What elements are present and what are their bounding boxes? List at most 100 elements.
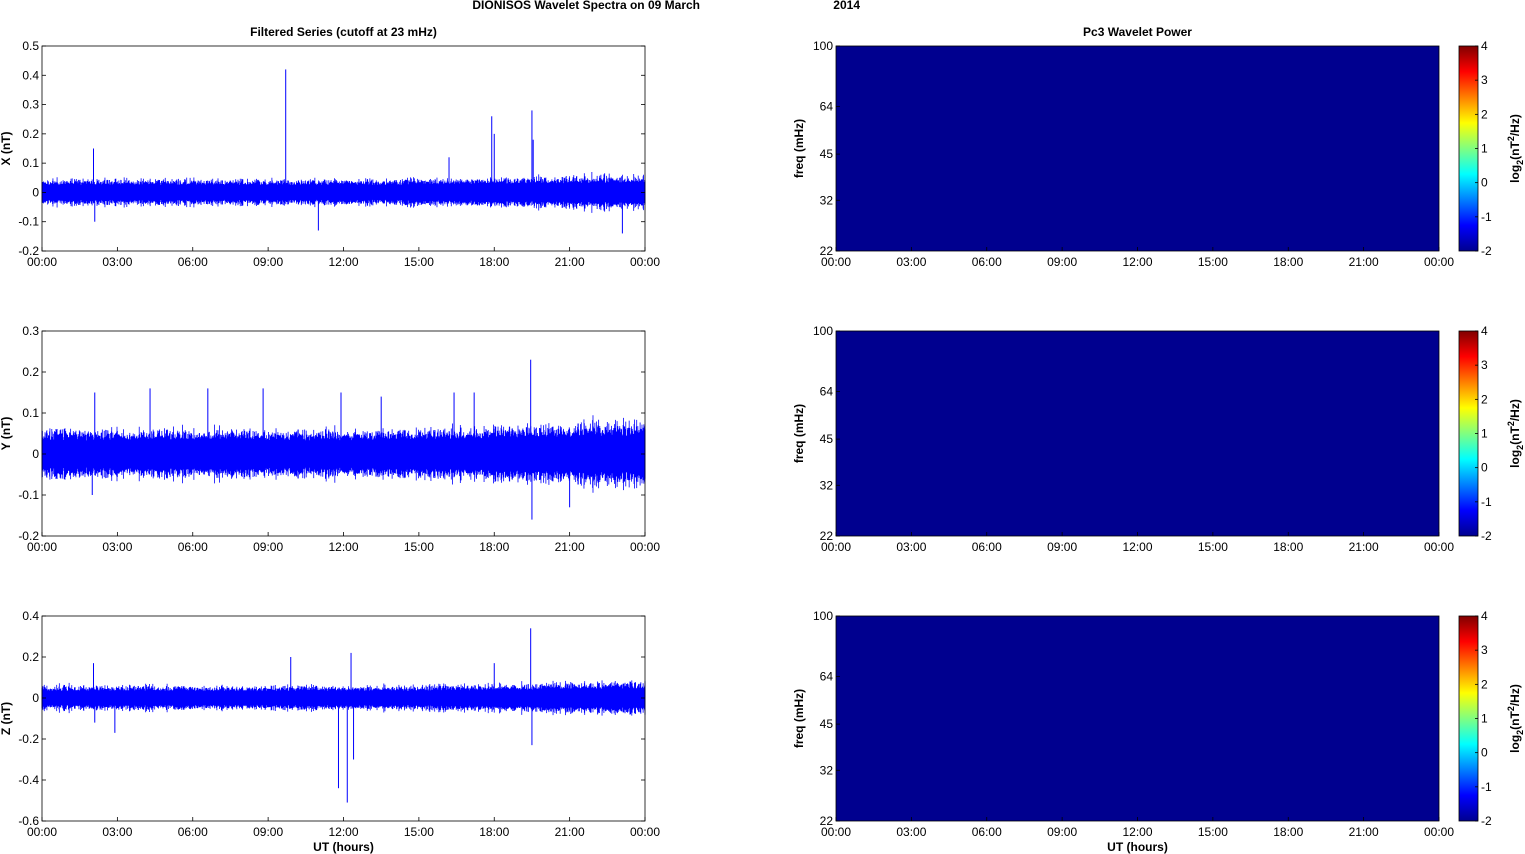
y-tick-label: 45 bbox=[820, 432, 834, 446]
y-tick-label: -0.2 bbox=[18, 244, 39, 258]
colorbar-tick-label: -2 bbox=[1481, 244, 1492, 258]
y-tick-label: 32 bbox=[820, 763, 834, 777]
x-tick-label: 00:00 bbox=[27, 255, 57, 269]
colorbar-tick-label: 4 bbox=[1481, 39, 1488, 53]
x-tick-label: 06:00 bbox=[972, 825, 1002, 839]
x-tick-label: 21:00 bbox=[1349, 255, 1379, 269]
colorbar-tick-label: 0 bbox=[1481, 176, 1488, 190]
y-tick-label: 45 bbox=[820, 147, 834, 161]
colorbar-label: log2(nT2/Hz) bbox=[1506, 114, 1525, 183]
x-tick-label: 18:00 bbox=[479, 255, 509, 269]
series-trace bbox=[41, 172, 646, 213]
y-axis-label: Z (nT) bbox=[0, 702, 13, 735]
x-tick-label: 15:00 bbox=[404, 255, 434, 269]
colorbar-tick-label: 4 bbox=[1481, 609, 1488, 623]
y-tick-label: 0.4 bbox=[22, 68, 39, 82]
colorbar-tick-label: 4 bbox=[1481, 324, 1488, 338]
figure-title: DIONISOS Wavelet Spectra on 09 March bbox=[472, 0, 700, 12]
x-tick-label: 00:00 bbox=[1424, 825, 1454, 839]
x-tick-label: 03:00 bbox=[102, 540, 132, 554]
y-tick-label: 22 bbox=[820, 529, 834, 543]
y-tick-label: 22 bbox=[820, 814, 834, 828]
x-tick-label: 06:00 bbox=[178, 540, 208, 554]
x-tick-label: 15:00 bbox=[404, 825, 434, 839]
y-tick-label: 0 bbox=[32, 447, 39, 461]
x-tick-label: 15:00 bbox=[1198, 825, 1228, 839]
wavelet-power-map bbox=[836, 46, 1439, 251]
x-tick-label: 00:00 bbox=[630, 540, 660, 554]
x-tick-label: 00:00 bbox=[1424, 540, 1454, 554]
x-axis-label: UT (hours) bbox=[1107, 840, 1168, 854]
y-tick-label: 0.5 bbox=[22, 39, 39, 53]
x-axis-label: UT (hours) bbox=[313, 840, 374, 854]
y-axis-label: freq (mHz) bbox=[792, 689, 806, 748]
y-tick-label: 0 bbox=[32, 691, 39, 705]
y-tick-label: -0.2 bbox=[18, 529, 39, 543]
colorbar-tick-label: 1 bbox=[1481, 142, 1488, 156]
plot-frame bbox=[41, 45, 646, 252]
colorbar-tick-label: -1 bbox=[1481, 495, 1492, 509]
x-tick-label: 21:00 bbox=[555, 540, 585, 554]
colorbar-tick-label: 2 bbox=[1481, 677, 1488, 691]
x-tick-label: 06:00 bbox=[972, 540, 1002, 554]
x-tick-label: 00:00 bbox=[821, 825, 851, 839]
figure-title-year: 2014 bbox=[833, 0, 860, 12]
wavelet-power-map bbox=[836, 331, 1439, 536]
x-tick-label: 00:00 bbox=[630, 825, 660, 839]
x-tick-label: 03:00 bbox=[102, 825, 132, 839]
x-tick-label: 00:00 bbox=[821, 540, 851, 554]
x-tick-label: 18:00 bbox=[1273, 825, 1303, 839]
x-tick-label: 12:00 bbox=[328, 255, 358, 269]
x-tick-label: 15:00 bbox=[1198, 255, 1228, 269]
x-tick-label: 12:00 bbox=[1122, 540, 1152, 554]
y-tick-label: 0.1 bbox=[22, 406, 39, 420]
y-tick-label: -0.4 bbox=[18, 773, 39, 787]
wavelet-power-map bbox=[836, 616, 1439, 821]
panel-title: Filtered Series (cutoff at 23 mHz) bbox=[250, 25, 437, 39]
y-axis-label: X (nT) bbox=[0, 132, 13, 166]
x-tick-label: 06:00 bbox=[972, 255, 1002, 269]
y-tick-label: 64 bbox=[820, 99, 834, 113]
y-tick-label: 22 bbox=[820, 244, 834, 258]
x-tick-label: 18:00 bbox=[479, 825, 509, 839]
panel-3: 0.3 0.2 0.1 0 -0.1 -0.2 Y (nT) 00:00 03:00 06:00 0… bbox=[0, 324, 660, 554]
x-tick-label: 09:00 bbox=[1047, 255, 1077, 269]
y-tick-label: -0.6 bbox=[18, 814, 39, 828]
x-tick-label: 12:00 bbox=[328, 540, 358, 554]
colorbar-tick-label: -1 bbox=[1481, 210, 1492, 224]
y-tick-label: 100 bbox=[813, 609, 833, 623]
x-tick-label: 03:00 bbox=[102, 255, 132, 269]
y-axis-label: freq (mHz) bbox=[792, 119, 806, 178]
x-tick-label: 09:00 bbox=[253, 255, 283, 269]
colorbar-tick-label: 1 bbox=[1481, 712, 1488, 726]
x-tick-label: 09:00 bbox=[253, 540, 283, 554]
y-tick-label: 100 bbox=[813, 324, 833, 338]
y-tick-label: -0.1 bbox=[18, 215, 39, 229]
y-tick-label: -0.1 bbox=[18, 488, 39, 502]
x-tick-label: 09:00 bbox=[1047, 540, 1077, 554]
x-tick-label: 18:00 bbox=[1273, 540, 1303, 554]
x-tick-label: 09:00 bbox=[253, 825, 283, 839]
y-tick-label: 64 bbox=[820, 384, 834, 398]
y-tick-label: 0.3 bbox=[22, 98, 39, 112]
colorbar-tick-label: 2 bbox=[1481, 107, 1488, 121]
y-tick-label: 0.4 bbox=[22, 609, 39, 623]
y-tick-label: 100 bbox=[813, 39, 833, 53]
y-axis-label: Y (nT) bbox=[0, 417, 13, 451]
x-tick-label: 12:00 bbox=[1122, 255, 1152, 269]
x-tick-label: 00:00 bbox=[630, 255, 660, 269]
y-tick-label: 0.2 bbox=[22, 127, 39, 141]
panel-5: 0.4 0.2 0 -0.2 -0.4 -0.6 Z (nT) 00:00 03:00 06:00… bbox=[0, 609, 660, 854]
x-tick-label: 03:00 bbox=[896, 255, 926, 269]
x-tick-label: 06:00 bbox=[178, 255, 208, 269]
y-tick-label: 45 bbox=[820, 717, 834, 731]
y-tick-label: 0.3 bbox=[22, 324, 39, 338]
colorbar-tick-label: 0 bbox=[1481, 461, 1488, 475]
x-tick-label: 03:00 bbox=[896, 825, 926, 839]
colorbar-tick-label: -2 bbox=[1481, 814, 1492, 828]
x-tick-label: 21:00 bbox=[555, 255, 585, 269]
panel-title: Pc3 Wavelet Power bbox=[1083, 25, 1192, 39]
series-trace bbox=[41, 680, 646, 716]
series-trace bbox=[41, 415, 646, 493]
